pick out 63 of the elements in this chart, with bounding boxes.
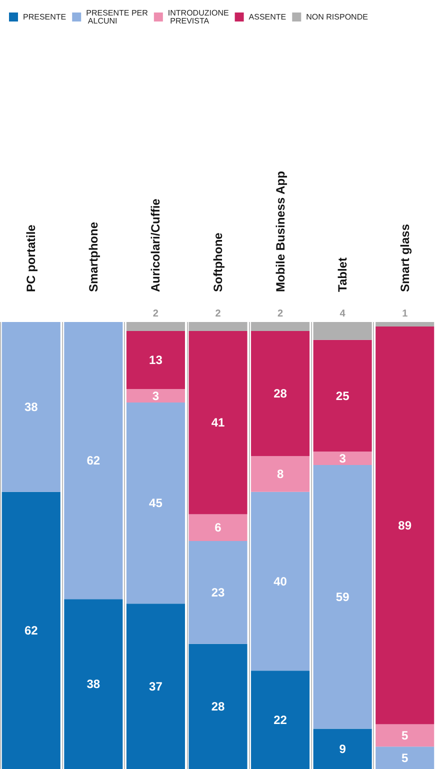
bar [188,541,248,644]
data-label: 2 [278,308,284,320]
bar [2,492,60,769]
data-label: 13 [149,352,163,367]
legend-label: PRESENTE [23,12,66,22]
data-label: 89 [398,518,412,532]
data-label: 4 [340,308,346,320]
legend-label: INTRODUZIONE PREVISTA [168,8,229,26]
data-label: 25 [336,388,350,403]
bar [188,644,248,769]
data-label: 8 [276,466,284,481]
data-label: 28 [274,386,288,401]
bar [376,326,434,724]
data-label: 6 [214,520,222,535]
bar [126,389,185,402]
bar [64,322,123,600]
bar [251,670,310,769]
x-tick-label: Smartphone [86,222,100,292]
data-label: 5 [402,728,409,742]
data-label: 38 [24,400,38,414]
data-label: 1 [402,308,408,320]
data-label: 22 [274,712,288,727]
data-label: 37 [149,679,163,694]
bar [313,452,372,466]
bar [313,728,372,769]
data-label: 3 [152,388,160,403]
data-label: 41 [211,416,225,430]
legend-label: PRESENTE PER ALCUNI [86,8,148,26]
bar [313,340,372,452]
bar [188,514,248,542]
data-label: 45 [149,496,163,510]
data-label: 5 [402,750,409,765]
bar [64,599,123,769]
data-label: 9 [339,742,346,756]
x-tick-label: PC portatile [24,224,38,292]
x-tick-label: Softphone [211,232,225,292]
bar [313,465,372,729]
bar [376,746,434,769]
x-tick-label: Auricolari/Cuffie [148,198,163,292]
x-tick-label: Tablet [336,258,350,292]
data-label: 62 [24,623,38,638]
bar [126,330,185,390]
data-label: 59 [336,590,350,604]
data-label: 2 [152,308,159,320]
x-tick-label: Smart glass [398,224,412,292]
bar [251,456,310,492]
data-label: 62 [86,454,100,468]
data-label: 38 [86,677,100,692]
bar [126,402,185,604]
data-label: 23 [211,585,225,600]
data-label: 40 [274,574,288,588]
bar [251,492,310,671]
data-label: 3 [339,451,346,466]
legend-label: ASSENTE [248,12,286,22]
bar [126,604,185,769]
bar [188,330,248,514]
data-label: 2 [215,308,222,320]
data-label: 28 [211,699,225,714]
bar [2,322,60,492]
x-tick-label: Mobile Business App [273,171,288,292]
bar [251,330,310,456]
bar [376,724,434,747]
legend-label: NON RISPONDE [306,12,368,22]
